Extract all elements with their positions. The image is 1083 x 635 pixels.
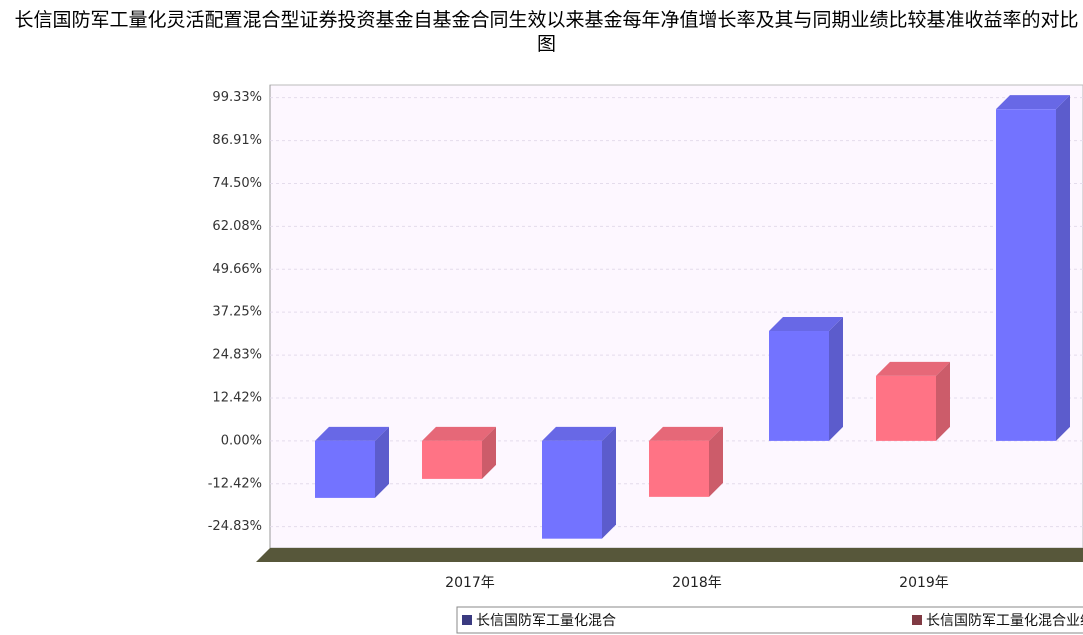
chart-title: 长信国防军工量化灵活配置混合型证券投资基金自基金合同生效以来基金每年净值增长率及… bbox=[14, 9, 1079, 55]
bar bbox=[649, 440, 709, 497]
bar-side bbox=[602, 426, 616, 539]
bar-top bbox=[769, 317, 843, 332]
bar bbox=[422, 440, 482, 479]
y-tick-label: 0.00% bbox=[221, 433, 262, 448]
y-tick-label: 24.83% bbox=[212, 348, 262, 363]
bar bbox=[769, 331, 829, 441]
bar-top bbox=[542, 426, 616, 441]
bar-side bbox=[936, 361, 950, 441]
x-tick-label: 2019年 bbox=[899, 575, 949, 591]
y-tick-label: -12.42% bbox=[208, 476, 262, 491]
legend-box bbox=[456, 606, 1083, 634]
title-box: 长信国防军工量化灵活配置混合型证券投资基金自基金合同生效以来基金每年净值增长率及… bbox=[14, 9, 1079, 55]
bar-side bbox=[829, 317, 843, 441]
floor bbox=[256, 548, 1083, 562]
y-tick-label: 62.08% bbox=[212, 219, 262, 234]
bar bbox=[542, 440, 602, 539]
y-tick-label: 86.91% bbox=[212, 133, 262, 148]
bar-top bbox=[876, 361, 950, 376]
legend-swatch bbox=[912, 615, 922, 625]
bar-top bbox=[315, 426, 389, 441]
legend-swatch bbox=[462, 615, 472, 625]
y-tick-label: 49.66% bbox=[212, 262, 262, 277]
bar-side bbox=[1056, 95, 1070, 441]
legend-label: 长信国防军工量化混合业绩比较基准 bbox=[926, 612, 1083, 629]
x-tick-label: 2018年 bbox=[672, 575, 722, 591]
y-tick-label: 12.42% bbox=[212, 390, 262, 405]
bar-side bbox=[482, 426, 496, 479]
y-tick-label: 99.33% bbox=[212, 90, 262, 105]
bar-top bbox=[649, 426, 723, 441]
bar bbox=[996, 109, 1056, 441]
y-tick-label: 74.50% bbox=[212, 176, 262, 191]
bar-top bbox=[422, 426, 496, 441]
bar-side bbox=[709, 426, 723, 497]
legend-label: 长信国防军工量化混合 bbox=[476, 613, 616, 629]
x-tick-label: 2017年 bbox=[445, 575, 495, 591]
bar bbox=[315, 440, 375, 498]
y-tick-label: 37.25% bbox=[212, 305, 262, 320]
bar-top bbox=[996, 95, 1070, 110]
bar-side bbox=[375, 426, 389, 498]
bar bbox=[876, 375, 936, 441]
y-tick-label: -24.83% bbox=[208, 519, 262, 534]
